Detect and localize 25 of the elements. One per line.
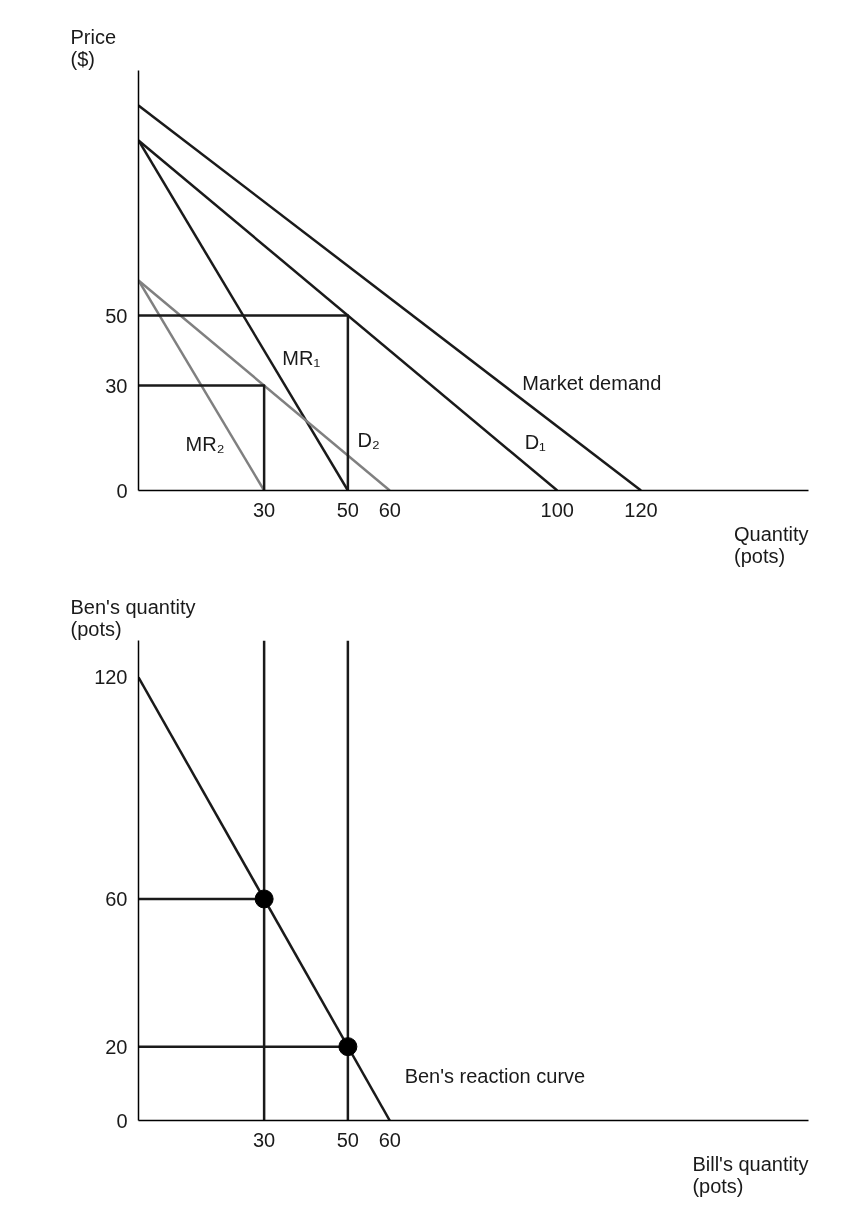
series-label: MR₂: [185, 433, 225, 456]
y-tick-label: 30: [105, 374, 128, 397]
x-tick-label: 30: [253, 1128, 276, 1151]
x-tick-label: 60: [378, 498, 401, 521]
x-tick-label: 50: [336, 498, 359, 521]
y-tick-label: 120: [94, 666, 128, 689]
x-tick-label: 120: [624, 498, 658, 521]
x-tick-label: 60: [378, 1128, 401, 1151]
series-label: MR₁: [282, 346, 321, 369]
y-tick-label: 0: [116, 479, 128, 502]
x-axis-title: Bill's quantity (pots): [692, 1152, 809, 1197]
series-label: Market demand: [522, 371, 662, 394]
y-tick-label: 50: [105, 304, 128, 327]
y-tick-label: 60: [105, 887, 128, 910]
x-tick-label: 50: [336, 1128, 359, 1151]
x-tick-label: 30: [253, 498, 276, 521]
series-label: Ben's reaction curve: [404, 1065, 586, 1088]
y-tick-label: 0: [116, 1109, 128, 1132]
y-axis-title: Ben's quantity (pots): [70, 595, 196, 640]
y-tick-label: 20: [105, 1035, 128, 1058]
series-label: D₂: [357, 429, 380, 452]
x-tick-label: 100: [540, 498, 574, 521]
x-axis-title: Quantity (pots): [734, 522, 809, 567]
y-axis-title: Price ($): [70, 25, 117, 70]
series-label: D₁: [524, 430, 547, 453]
